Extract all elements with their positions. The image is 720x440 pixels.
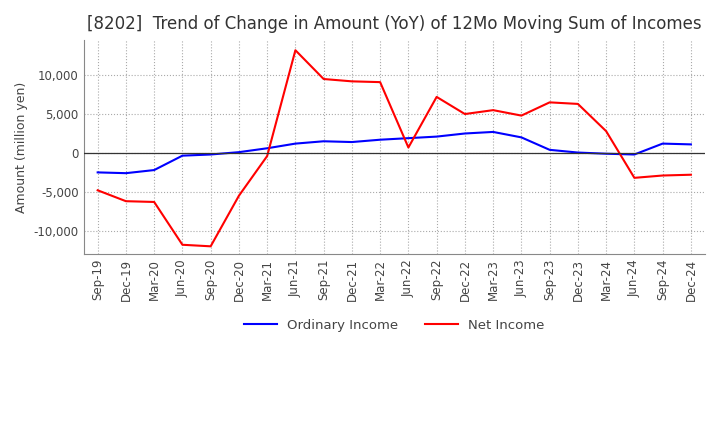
Net Income [658,173,667,178]
Ordinary Income [94,170,102,175]
Ordinary Income [178,153,186,158]
Net Income [687,172,696,177]
Net Income [489,107,498,113]
Ordinary Income [291,141,300,146]
Net Income [574,101,582,106]
Ordinary Income [404,136,413,141]
Ordinary Income [658,141,667,146]
Title: [8202]  Trend of Change in Amount (YoY) of 12Mo Moving Sum of Incomes: [8202] Trend of Change in Amount (YoY) o… [87,15,701,33]
Ordinary Income [461,131,469,136]
Net Income [263,154,271,159]
Net Income [235,193,243,198]
Net Income [291,48,300,53]
Net Income [517,113,526,118]
Ordinary Income [687,142,696,147]
Net Income [404,145,413,150]
Ordinary Income [348,139,356,145]
Ordinary Income [150,168,158,173]
Ordinary Income [630,152,639,157]
Ordinary Income [263,146,271,151]
Net Income [630,175,639,180]
Ordinary Income [489,129,498,135]
Net Income [320,77,328,82]
Net Income [150,199,158,205]
Net Income [545,100,554,105]
Net Income [94,187,102,193]
Net Income [602,128,611,134]
Ordinary Income [376,137,384,143]
Net Income [207,244,215,249]
Ordinary Income [545,147,554,153]
Line: Net Income: Net Income [98,50,691,246]
Net Income [178,242,186,247]
Net Income [432,94,441,99]
Ordinary Income [320,139,328,144]
Legend: Ordinary Income, Net Income: Ordinary Income, Net Income [238,314,550,337]
Ordinary Income [122,171,130,176]
Y-axis label: Amount (million yen): Amount (million yen) [15,81,28,213]
Ordinary Income [207,152,215,157]
Ordinary Income [235,150,243,155]
Line: Ordinary Income: Ordinary Income [98,132,691,173]
Ordinary Income [602,151,611,156]
Ordinary Income [574,150,582,155]
Net Income [348,79,356,84]
Ordinary Income [517,135,526,140]
Net Income [461,111,469,117]
Ordinary Income [432,134,441,139]
Net Income [376,80,384,85]
Net Income [122,198,130,204]
